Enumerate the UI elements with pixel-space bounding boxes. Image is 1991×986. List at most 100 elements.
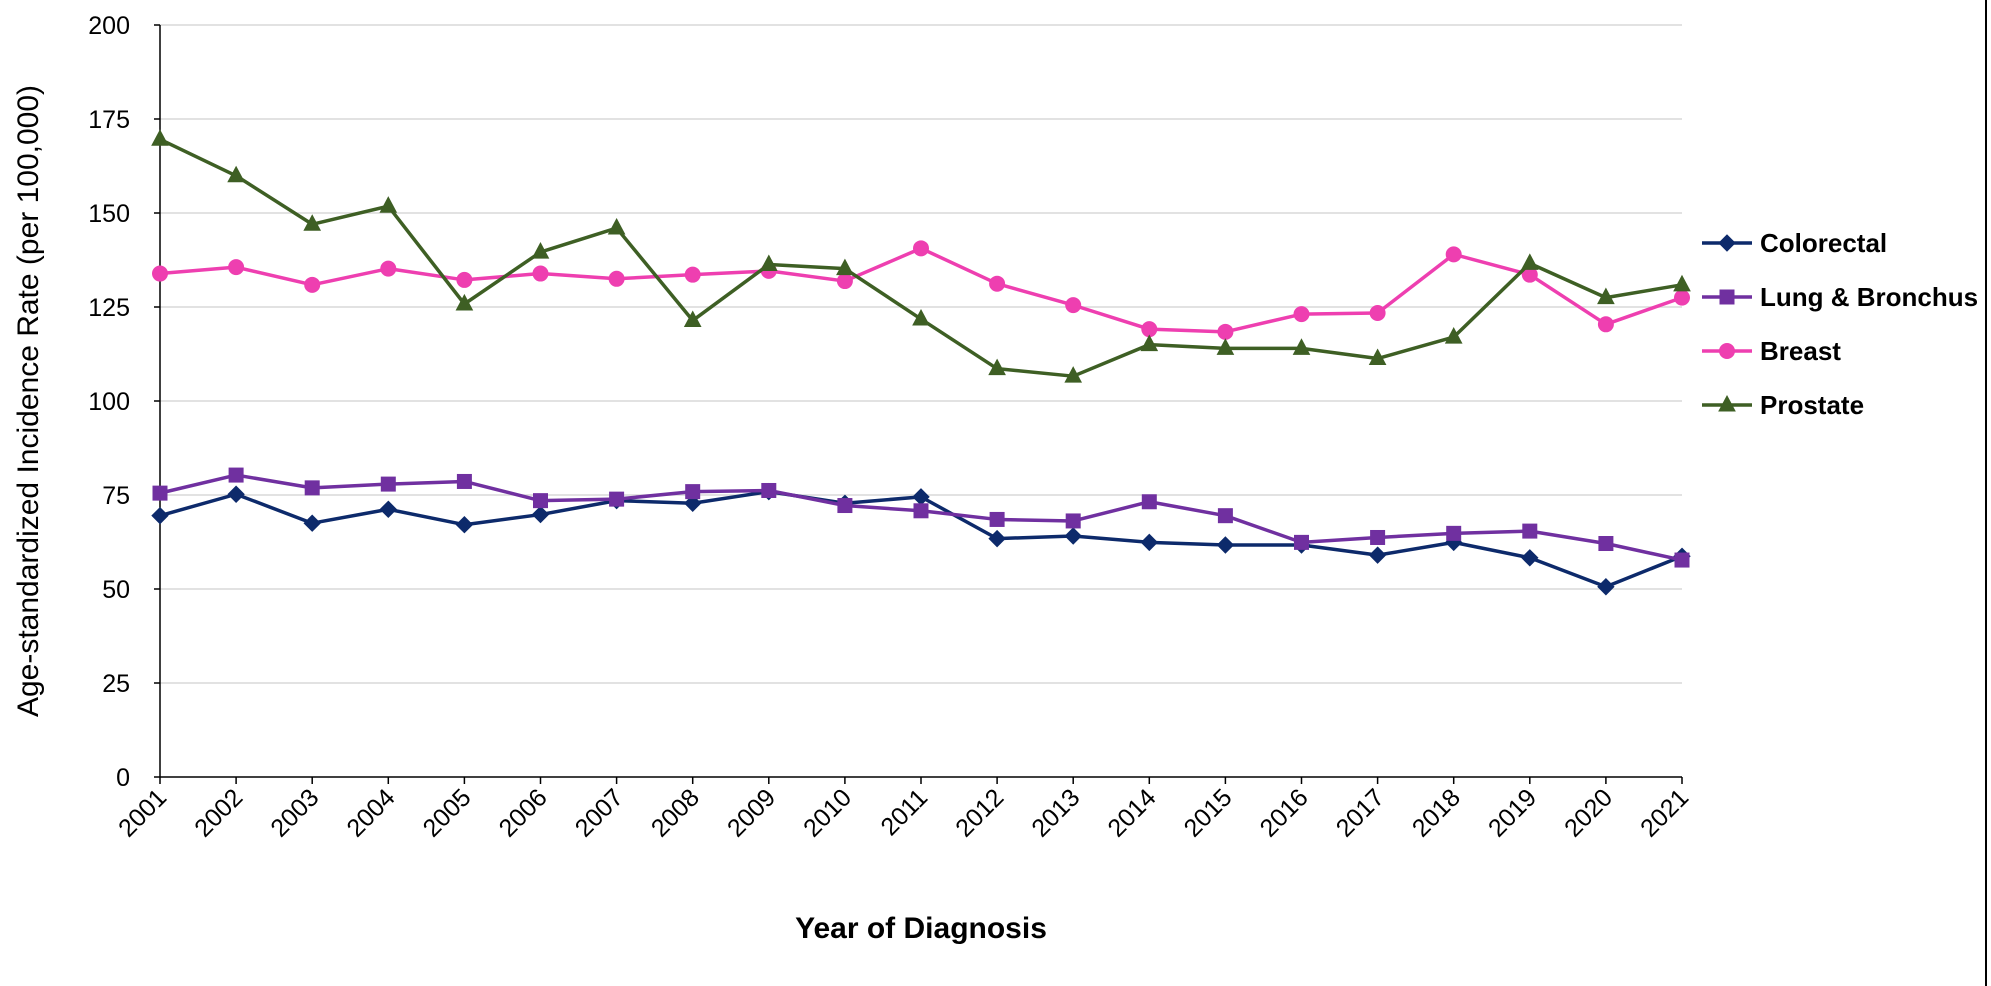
legend-label: Colorectal — [1760, 228, 1887, 258]
data-point — [152, 265, 168, 282]
x-tick-label: 2021 — [1635, 783, 1694, 842]
x-axis-title: Year of Diagnosis — [795, 912, 1047, 945]
data-point — [456, 271, 473, 288]
x-tick-label: 2011 — [875, 783, 933, 841]
data-point — [380, 260, 397, 277]
data-point — [1597, 316, 1614, 333]
y-axis-title: Age-standardized Incidence Rate (per 100… — [12, 85, 45, 717]
legend-label: Lung & Bronchus — [1760, 282, 1978, 312]
x-tick-label: 2001 — [113, 783, 172, 842]
x-tick-label: 2009 — [722, 783, 781, 842]
x-tick-label: 2007 — [570, 783, 629, 842]
data-point — [761, 482, 777, 498]
x-tick-label: 2020 — [1559, 783, 1618, 842]
x-tick-label: 2013 — [1026, 783, 1085, 842]
y-tick-label: 125 — [88, 294, 130, 322]
data-point — [913, 240, 929, 257]
data-point — [608, 270, 625, 287]
x-tick-label: 2015 — [1179, 783, 1238, 842]
legend-marker — [1719, 343, 1735, 359]
data-point — [1294, 534, 1309, 550]
data-point — [989, 275, 1006, 292]
data-point — [228, 467, 244, 483]
data-point — [683, 310, 702, 328]
data-point — [836, 258, 854, 276]
data-point — [1217, 508, 1233, 524]
data-point — [531, 242, 550, 259]
data-point — [304, 480, 320, 496]
data-point — [683, 494, 702, 512]
x-tick-label: 2004 — [341, 783, 400, 842]
x-tick-label: 2019 — [1483, 783, 1542, 842]
x-tick-label: 2016 — [1255, 783, 1314, 842]
x-tick-label: 2008 — [646, 783, 705, 842]
data-point — [1141, 321, 1158, 338]
y-tick-label: 50 — [102, 576, 130, 604]
x-tick-label: 2003 — [265, 783, 324, 842]
data-point — [151, 506, 169, 525]
data-point — [759, 254, 778, 272]
data-point — [1216, 536, 1235, 554]
y-tick-label: 175 — [88, 106, 130, 134]
data-point — [455, 515, 474, 534]
data-point — [913, 503, 929, 519]
data-point — [304, 276, 321, 293]
data-point — [607, 217, 626, 235]
data-point — [1368, 348, 1387, 366]
data-point — [837, 498, 853, 514]
data-point — [152, 485, 168, 501]
x-tick-label: 2012 — [950, 783, 1009, 842]
data-point — [1444, 327, 1463, 344]
data-point — [1140, 533, 1159, 552]
legend-label: Breast — [1760, 336, 1841, 366]
data-point — [227, 165, 245, 183]
data-point — [532, 265, 549, 282]
y-tick-label: 150 — [88, 200, 130, 228]
data-point — [228, 259, 245, 276]
data-point — [685, 484, 701, 500]
data-point — [1597, 287, 1615, 305]
data-point — [1217, 323, 1234, 340]
x-tick-label: 2010 — [798, 783, 857, 842]
data-point — [1293, 306, 1310, 323]
data-point — [1446, 525, 1462, 541]
data-point — [989, 511, 1005, 527]
data-point — [1674, 552, 1690, 568]
data-point — [227, 485, 245, 503]
data-point — [456, 473, 472, 489]
data-point — [912, 488, 930, 506]
data-point — [455, 293, 474, 311]
data-point — [531, 505, 550, 524]
legend-marker — [1718, 234, 1736, 252]
data-point — [1445, 246, 1462, 263]
x-tick-label: 2018 — [1407, 783, 1466, 842]
data-point — [1065, 513, 1081, 529]
legend-marker — [1718, 394, 1736, 412]
data-point — [533, 493, 548, 509]
x-tick-label: 2006 — [494, 783, 553, 842]
data-point — [1521, 549, 1539, 567]
y-tick-label: 200 — [88, 12, 130, 40]
data-point — [609, 491, 625, 507]
data-point — [1140, 334, 1159, 352]
data-point — [380, 476, 396, 492]
x-tick-label: 2017 — [1331, 783, 1390, 842]
x-tick-label: 2014 — [1102, 783, 1161, 842]
data-point — [1370, 529, 1386, 545]
data-point — [912, 308, 930, 326]
data-point — [836, 273, 853, 290]
legend-label: Prostate — [1760, 390, 1864, 420]
data-point — [379, 196, 398, 213]
data-point — [379, 500, 398, 518]
y-tick-label: 25 — [102, 670, 130, 698]
data-point — [303, 214, 322, 231]
data-point — [1064, 527, 1082, 545]
y-tick-label: 75 — [102, 482, 130, 510]
data-point — [1064, 366, 1083, 383]
y-tick-label: 100 — [88, 388, 130, 416]
data-point — [684, 266, 701, 283]
data-point — [1597, 578, 1615, 596]
data-point — [1141, 494, 1157, 510]
